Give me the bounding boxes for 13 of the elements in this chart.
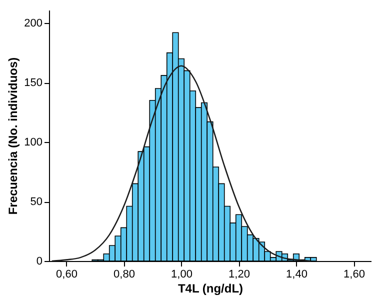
y-tick-label: 200 [24, 18, 42, 30]
y-axis-title: Frecuencia (No. individuos) [6, 57, 20, 215]
x-tick-label: 0,60 [56, 268, 78, 280]
x-axis-title: T4L (ng/dL) [178, 282, 244, 296]
x-tick-label: 0,80 [114, 268, 135, 280]
x-tick-label: 1,60 [344, 268, 365, 280]
y-tick-label: 50 [30, 196, 42, 208]
x-tick-label: 1,00 [171, 268, 192, 280]
x-tick-label: 1,20 [228, 268, 250, 280]
y-tick-label: 150 [24, 77, 42, 90]
y-tick-label: 100 [24, 136, 42, 149]
y-tick-label: 0 [36, 256, 42, 268]
x-tick-label: 1,40 [286, 268, 308, 280]
